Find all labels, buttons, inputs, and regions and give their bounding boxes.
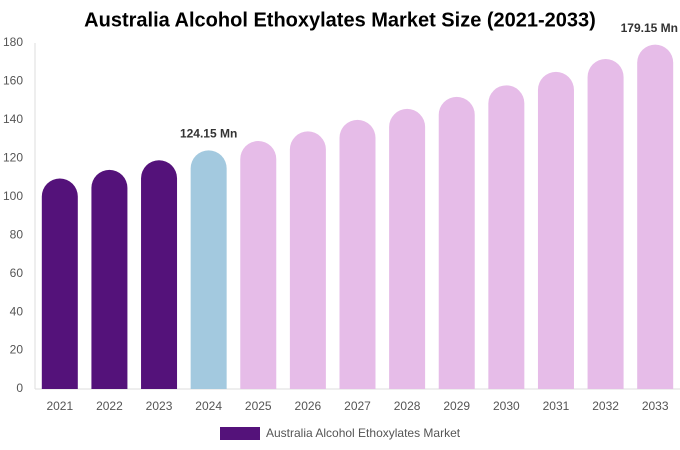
legend-swatch — [220, 427, 260, 440]
x-tick-label: 2029 — [443, 399, 470, 413]
bar — [289, 131, 326, 389]
x-tick-label: 2028 — [394, 399, 421, 413]
y-tick-label: 180 — [3, 35, 23, 49]
bar — [339, 119, 376, 389]
bar — [91, 169, 128, 389]
bar — [537, 71, 574, 389]
bar — [240, 141, 277, 389]
x-tick-label: 2026 — [295, 399, 322, 413]
bar — [141, 160, 178, 389]
bar — [637, 44, 674, 390]
data-label: 124.15 Mn — [180, 127, 237, 141]
bar — [389, 108, 426, 389]
y-tick-label: 100 — [3, 189, 23, 203]
x-tick-label: 2031 — [543, 399, 570, 413]
x-tick-label: 2033 — [642, 399, 669, 413]
x-tick-label: 2030 — [493, 399, 520, 413]
bar — [587, 58, 624, 390]
x-tick-label: 2024 — [195, 399, 222, 413]
y-tick-label: 160 — [3, 74, 23, 88]
y-tick-label: 40 — [10, 304, 24, 318]
x-tick-label: 2022 — [96, 399, 123, 413]
chart-title: Australia Alcohol Ethoxylates Market Siz… — [84, 9, 596, 31]
y-tick-label: 140 — [3, 112, 23, 126]
y-tick-label: 60 — [10, 266, 24, 280]
y-tick-label: 20 — [10, 343, 24, 357]
x-tick-label: 2021 — [46, 399, 73, 413]
x-tick-label: 2025 — [245, 399, 272, 413]
data-label: 179.15 Mn — [621, 21, 678, 35]
bar — [438, 96, 475, 390]
y-tick-label: 80 — [10, 227, 24, 241]
y-tick-label: 120 — [3, 151, 23, 165]
bar — [41, 178, 78, 389]
x-tick-label: 2027 — [344, 399, 371, 413]
bar — [190, 150, 227, 389]
legend-label: Australia Alcohol Ethoxylates Market — [266, 426, 461, 440]
x-tick-label: 2032 — [592, 399, 619, 413]
x-tick-label: 2023 — [146, 399, 173, 413]
bar — [488, 85, 525, 389]
y-tick-label: 0 — [16, 381, 23, 395]
